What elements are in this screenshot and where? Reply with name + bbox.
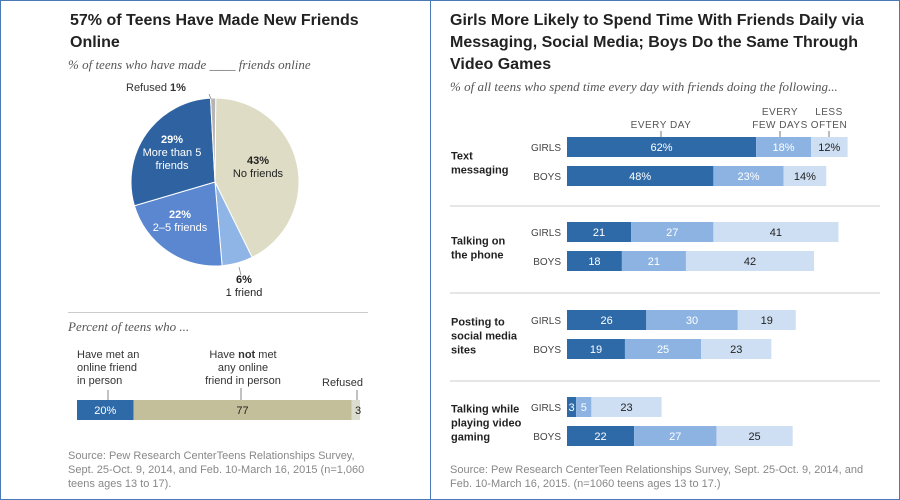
series-header-0: EVERY DAY	[631, 120, 692, 131]
left-chart-title: 57% of Teens Have Made New Friends Onlin…	[70, 12, 359, 51]
bar-label-2-boys-2: 23	[730, 344, 742, 356]
bar-label-1-boys-0: 18	[588, 256, 600, 268]
bar-label-2-girls-1: 30	[686, 315, 698, 327]
group-label-boys: BOYS	[533, 172, 561, 183]
label-not-met: Have not met any online friend in person	[203, 349, 283, 388]
bar-2-girls-0	[567, 310, 647, 330]
bar-label-1-boys-1: 21	[648, 256, 660, 268]
left-source-note: Source: Pew Research CenterTeens Relatio…	[68, 450, 365, 490]
category-label-3: Talking while playing video gaming	[451, 404, 522, 444]
bar-label-3-boys-0: 22	[594, 431, 606, 443]
label-refused: Refused	[322, 377, 363, 389]
bar-1-boys-2	[685, 251, 815, 271]
bar-2-boys-0	[567, 339, 625, 359]
bar-3-boys-1	[634, 426, 717, 446]
series-header-1: EVERY FEW DAYS	[752, 107, 807, 131]
bar-label-0-girls-2: 12%	[818, 142, 840, 154]
left-section-rule	[68, 312, 368, 313]
bar-0-boys-1	[713, 166, 784, 186]
label-met-in-person: Have met an online friend in person	[77, 349, 140, 387]
bar-label-1-girls-2: 41	[770, 227, 782, 239]
bar-1-boys-1	[621, 251, 686, 271]
percent-teens-header: Percent of teens who ...	[68, 319, 190, 334]
pie-leader-one	[238, 266, 242, 276]
bar-label-0-boys-1: 23%	[737, 171, 759, 183]
bar-0-boys-2	[783, 166, 827, 186]
pie-label-more_five: 29% More than 5 friends	[143, 134, 202, 172]
pie-leader-refused	[208, 93, 212, 100]
right-chart-subtitle: % of all teens who spend time every day …	[450, 79, 838, 94]
bar-1-girls-0	[567, 222, 632, 242]
bar-label-0-boys-0: 48%	[629, 171, 651, 183]
pie-slice-more_five	[130, 97, 216, 207]
bar-segment-not-met	[133, 400, 352, 420]
bar-1-girls-2	[713, 222, 839, 242]
label-not-met-post: met any online friend in person	[205, 349, 281, 387]
bar-label-0-girls-1: 18%	[773, 142, 795, 154]
category-label-2: Posting to social media sites	[451, 317, 518, 357]
right-source-note: Source: Pew Research CenterTeen Relation…	[450, 464, 864, 490]
bar-label-1-girls-1: 27	[666, 227, 678, 239]
pie-slice-two_five	[133, 181, 223, 267]
bar-3-girls-2	[591, 397, 662, 417]
bar-label-3-girls-1: 5	[581, 402, 587, 414]
label-not-met-pre: Have	[209, 349, 239, 361]
bar-value-not-met: 77	[236, 405, 248, 417]
bar-1-boys-0	[567, 251, 622, 271]
pie-label-one: 6% 1 friend	[226, 274, 263, 299]
bar-0-boys-0	[567, 166, 714, 186]
bar-segment-met	[77, 400, 134, 420]
bar-label-3-boys-2: 25	[748, 431, 760, 443]
bar-2-girls-2	[737, 310, 796, 330]
bar-label-3-boys-1: 27	[669, 431, 681, 443]
bar-label-0-girls-0: 62%	[651, 142, 673, 154]
series-header-2: LESS OFTEN	[811, 107, 847, 131]
bar-0-girls-0	[567, 137, 757, 157]
bar-1-girls-1	[631, 222, 714, 242]
bar-2-girls-1	[646, 310, 738, 330]
bar-3-girls-1	[576, 397, 592, 417]
bar-label-2-girls-2: 19	[761, 315, 773, 327]
category-label-0: Text messaging	[451, 151, 508, 177]
group-label-girls: GIRLS	[531, 316, 561, 327]
panel-divider	[430, 0, 431, 500]
bar-2-boys-2	[701, 339, 772, 359]
bar-label-2-boys-1: 25	[657, 344, 669, 356]
group-label-girls: GIRLS	[531, 228, 561, 239]
bar-segment-refused	[351, 400, 360, 420]
bar-value-met: 20%	[94, 405, 116, 417]
category-label-1: Talking on the phone	[451, 236, 505, 262]
group-label-boys: BOYS	[533, 345, 561, 356]
group-label-boys: BOYS	[533, 257, 561, 268]
bar-label-2-girls-0: 26	[601, 315, 613, 327]
pie-label-two_five: 22% 2–5 friends	[153, 209, 208, 234]
bar-3-girls-0	[567, 397, 577, 417]
bar-value-refused: 3	[355, 405, 361, 417]
bar-0-girls-2	[811, 137, 848, 157]
pie-label-no_friends: 43% No friends	[233, 155, 284, 180]
pie-slice-no_friends	[214, 97, 300, 259]
bar-label-3-girls-2: 23	[620, 402, 632, 414]
pie-label-refused: Refused 1%	[126, 82, 186, 94]
bar-label-1-boys-2: 42	[744, 256, 756, 268]
left-chart-subtitle: % of teens who have made ____ friends on…	[68, 57, 311, 72]
label-not-met-bold: not	[238, 349, 256, 361]
bar-3-boys-0	[567, 426, 635, 446]
group-label-girls: GIRLS	[531, 143, 561, 154]
bar-label-2-boys-0: 19	[590, 344, 602, 356]
right-chart-title: Girls More Likely to Spend Time With Fri…	[450, 12, 864, 73]
bar-label-1-girls-0: 21	[593, 227, 605, 239]
bar-label-3-girls-0: 3	[569, 402, 575, 414]
bar-3-boys-2	[716, 426, 793, 446]
bar-2-boys-1	[624, 339, 702, 359]
bar-0-girls-1	[756, 137, 811, 157]
group-label-girls: GIRLS	[531, 403, 561, 414]
group-label-boys: BOYS	[533, 432, 561, 443]
bar-label-0-boys-2: 14%	[794, 171, 816, 183]
